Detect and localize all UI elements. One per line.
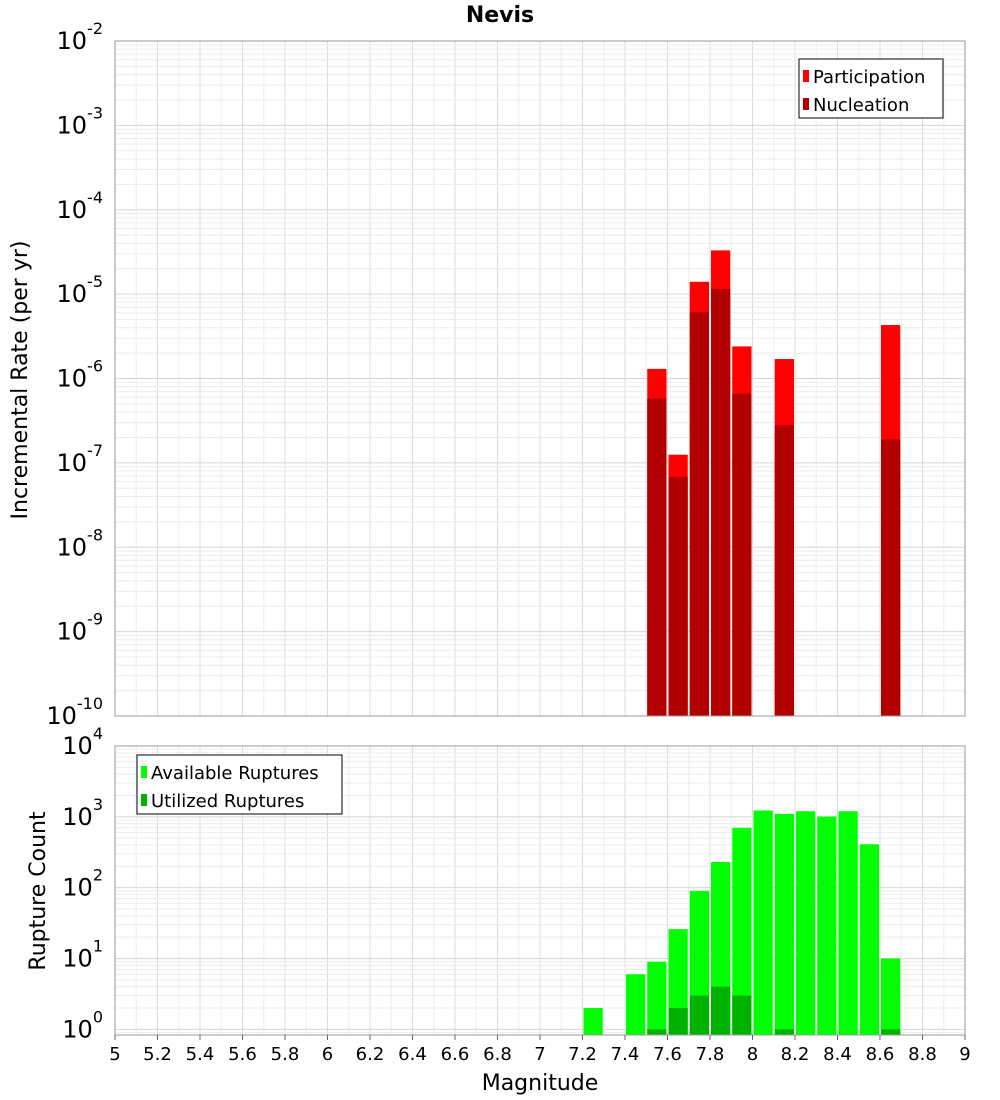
bottom-x-tick-label: 8.6 (866, 1044, 895, 1065)
top-legend-swatch (803, 70, 809, 82)
bottom-bar-utilized-ruptures (689, 995, 709, 1035)
bottom-bar-utilized-ruptures (881, 1029, 901, 1035)
top-y-tick-label: 10-7 (57, 441, 104, 477)
bottom-bar-available-ruptures (838, 811, 858, 1035)
bottom-legend-label: Utilized Ruptures (151, 791, 304, 812)
bottom-legend (136, 754, 343, 815)
bottom-x-tick-label: 6.6 (441, 1044, 470, 1065)
bottom-bar-utilized-ruptures (732, 995, 752, 1035)
top-bar-nucleation (774, 425, 794, 716)
bottom-bar-available-ruptures (859, 844, 879, 1035)
top-y-axis-label: Incremental Rate (per yr) (8, 241, 33, 520)
top-bar-nucleation (689, 312, 709, 716)
top-bar-nucleation (647, 398, 667, 716)
bottom-x-tick-label: 8.4 (823, 1044, 852, 1065)
bottom-bar-available-ruptures (774, 813, 794, 1035)
bottom-x-tick-label: 6 (322, 1044, 333, 1065)
top-legend (798, 58, 944, 119)
top-y-tick-label: 10-8 (57, 525, 104, 561)
bottom-x-tick-label: 5.2 (143, 1044, 172, 1065)
chart-title: Nevis (466, 3, 534, 28)
bottom-x-tick-label: 5.4 (186, 1044, 215, 1065)
bottom-y-tick-label: 102 (62, 866, 103, 902)
bottom-x-tick-label: 5.6 (228, 1044, 257, 1065)
bottom-bar-available-ruptures (732, 827, 752, 1035)
top-bar-nucleation (668, 477, 688, 716)
top-plot-frame (114, 40, 966, 717)
top-y-tick-label: 10-5 (57, 272, 104, 308)
bottom-bar-utilized-ruptures (668, 1008, 688, 1035)
bottom-x-tick-label: 7.2 (568, 1044, 597, 1065)
bottom-x-tick-label: 6.4 (398, 1044, 427, 1065)
bottom-x-tick-label: 6.2 (356, 1044, 385, 1065)
bottom-legend-swatch (141, 766, 147, 778)
x-axis-label: Magnitude (482, 1071, 599, 1096)
top-legend-label: Nucleation (813, 95, 909, 116)
bottom-x-tick-label: 7 (534, 1044, 545, 1065)
top-y-tick-label: 10-3 (57, 103, 104, 139)
top-y-tick-label: 10-9 (57, 610, 104, 646)
top-y-tick-label: 10-4 (57, 188, 104, 224)
bottom-x-tick-label: 7.8 (696, 1044, 725, 1065)
bottom-x-tick-label: 9 (959, 1044, 970, 1065)
bottom-x-tick-label: 7.6 (653, 1044, 682, 1065)
top-bar-nucleation (711, 289, 731, 716)
bottom-bar-utilized-ruptures (711, 986, 731, 1035)
top-legend-label: Participation (813, 67, 925, 88)
bottom-bar-available-ruptures (647, 961, 667, 1035)
bottom-bar-available-ruptures (753, 810, 773, 1035)
bottom-x-tick-label: 8 (747, 1044, 758, 1065)
top-rate-chart: 10-1010-910-810-710-610-510-410-310-2Par… (46, 19, 966, 730)
bottom-x-tick-label: 6.8 (483, 1044, 512, 1065)
top-y-tick-label: 10-2 (57, 19, 104, 55)
bottom-x-tick-label: 5.8 (271, 1044, 300, 1065)
bottom-bar-available-ruptures (583, 1008, 603, 1035)
bottom-bar-available-ruptures (626, 974, 646, 1035)
bottom-y-tick-label: 103 (62, 795, 103, 831)
top-legend-swatch (803, 98, 809, 110)
bottom-y-tick-label: 100 (62, 1007, 103, 1043)
bottom-x-tick-label: 8.2 (781, 1044, 810, 1065)
bottom-bar-available-ruptures (796, 811, 816, 1035)
bottom-x-tick-label: 5 (109, 1044, 120, 1065)
bottom-bar-utilized-ruptures (647, 1029, 667, 1035)
bottom-x-tick-label: 8.8 (908, 1044, 937, 1065)
bottom-x-tick-label: 7.4 (611, 1044, 640, 1065)
bottom-y-tick-label: 101 (62, 937, 103, 973)
bottom-bar-available-ruptures (881, 958, 901, 1035)
top-bar-nucleation (881, 439, 901, 716)
bottom-legend-label: Available Ruptures (151, 763, 319, 784)
bottom-y-axis-label: Rupture Count (26, 811, 51, 971)
bottom-bar-utilized-ruptures (774, 1029, 794, 1035)
top-y-tick-label: 10-6 (57, 357, 104, 393)
bottom-bar-available-ruptures (817, 816, 837, 1035)
top-bar-nucleation (732, 393, 752, 716)
bottom-legend-swatch (141, 794, 147, 806)
